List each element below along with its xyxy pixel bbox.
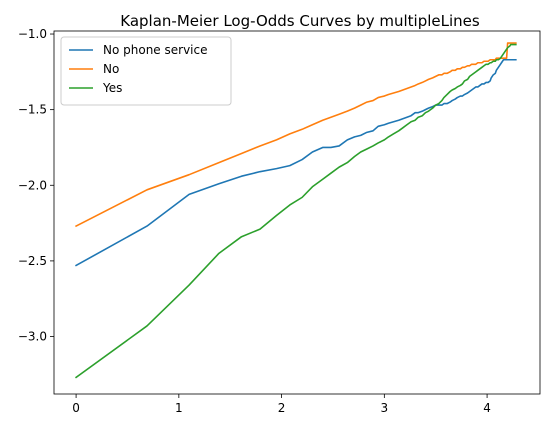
legend-box (60, 36, 232, 106)
series-line-2 (74, 43, 517, 379)
x-tick-label: 0 (72, 401, 80, 415)
series-line-1 (75, 42, 517, 228)
chart-title: Kaplan-Meier Log-Odds Curves by multiple… (120, 12, 480, 30)
y-tick-label: −2.5 (18, 254, 47, 268)
x-tick-label: 4 (483, 401, 491, 415)
x-tick-label: 2 (278, 401, 286, 415)
axes-frame (53, 30, 541, 395)
y-tick-label: −1.5 (18, 103, 47, 117)
legend-label-1: No (103, 62, 119, 76)
y-tick-label: −1.0 (18, 27, 47, 41)
series-layer (74, 42, 517, 379)
legend-label-2: Yes (102, 81, 122, 95)
y-axis: −3.0 −2.5 −2.0 −1.5 −1.0 (18, 27, 54, 344)
legend: No phone service No Yes (60, 36, 232, 106)
y-tick-label: −2.0 (18, 178, 47, 192)
x-axis: 0 1 2 3 4 (72, 394, 491, 415)
y-tick-label: −3.0 (18, 330, 47, 344)
x-tick-label: 1 (175, 401, 183, 415)
legend-label-0: No phone service (103, 43, 207, 57)
series-line-0 (75, 58, 517, 267)
x-tick-label: 3 (381, 401, 389, 415)
